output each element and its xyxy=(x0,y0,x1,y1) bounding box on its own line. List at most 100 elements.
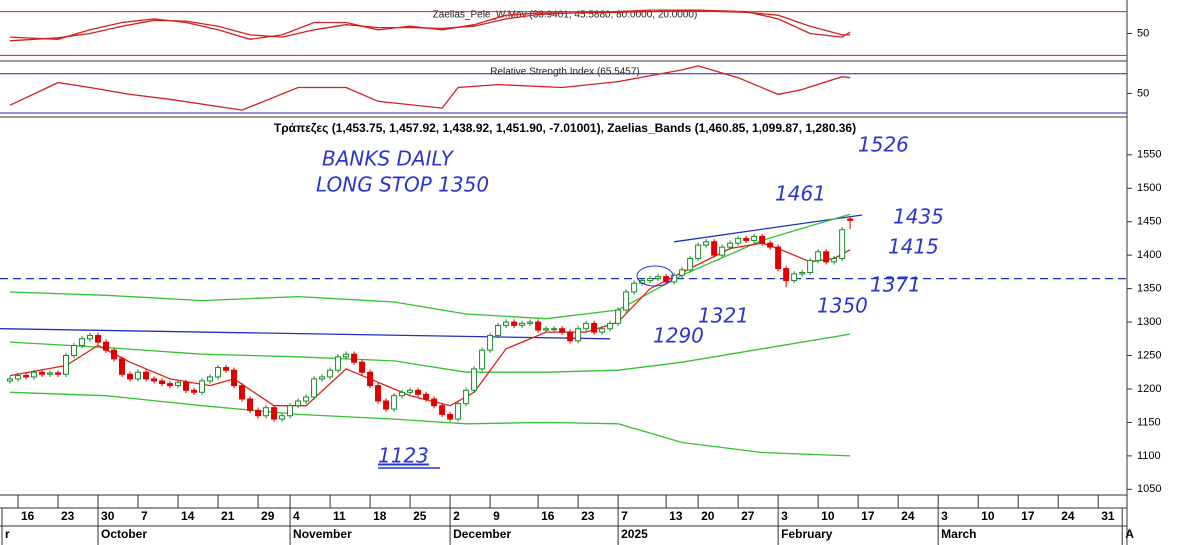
x-tick-label: 11 xyxy=(333,509,346,523)
candle-body xyxy=(791,273,798,282)
candle-body xyxy=(15,375,22,380)
candle-body xyxy=(335,356,342,371)
candle-body xyxy=(303,396,310,402)
candle-body xyxy=(543,328,550,331)
y-tick-label: 1150 xyxy=(1137,416,1161,428)
line xyxy=(9,213,851,320)
plot: 50 50 1050 1100 1150 1200 1250 1300 1350 1400 1450… xyxy=(0,9,1161,545)
candle-body xyxy=(479,349,486,370)
annotation: 1435 xyxy=(893,205,944,229)
x-tick-label: 2025 xyxy=(621,527,648,541)
x-tick-label: 23 xyxy=(61,509,75,523)
x-tick-label: October xyxy=(101,527,147,541)
candle-body xyxy=(111,349,118,360)
candle-body xyxy=(503,321,510,326)
y-tick-label: 1300 xyxy=(1137,316,1161,328)
candle-body xyxy=(695,244,702,259)
candle-body xyxy=(471,368,478,391)
candle-body xyxy=(447,413,454,420)
x-tick-label: March xyxy=(941,527,976,541)
candle-body xyxy=(367,371,374,387)
annotation: 1526 xyxy=(858,133,909,157)
candle-body xyxy=(287,405,294,417)
candle-body xyxy=(527,321,534,324)
candle-body xyxy=(231,369,238,387)
candle-body xyxy=(167,383,174,387)
candle-body xyxy=(423,393,430,400)
candle-body xyxy=(391,395,398,410)
x-tick-label: 3 xyxy=(781,509,788,523)
x-tick-label: 18 xyxy=(373,509,387,523)
x-tick-label: 31 xyxy=(1101,509,1115,523)
candle-body xyxy=(327,369,334,378)
x-tick-label: 30 xyxy=(101,509,115,523)
x-tick-label: 20 xyxy=(701,509,715,523)
x-tick-label: 24 xyxy=(1061,509,1075,523)
candle-body xyxy=(575,328,582,342)
candle-body xyxy=(463,389,470,405)
candle-body xyxy=(559,328,566,333)
line xyxy=(9,391,851,457)
x-tick-label: 24 xyxy=(901,509,915,523)
candle-body xyxy=(775,246,782,270)
candle-body xyxy=(567,331,574,342)
candle-body xyxy=(239,385,246,400)
x-tick-label: November xyxy=(293,527,352,541)
candle-body xyxy=(767,242,774,248)
candle-body xyxy=(431,398,438,407)
candle-body xyxy=(407,389,414,393)
x-tick-label: 3 xyxy=(941,509,948,523)
line xyxy=(9,333,851,373)
candle-body xyxy=(175,381,182,387)
candle-body xyxy=(343,353,350,358)
annotation: 1123 xyxy=(378,444,429,468)
candle-body xyxy=(71,344,78,357)
candle-body xyxy=(183,381,190,391)
y-tick-label: 1400 xyxy=(1137,249,1161,261)
candle-body xyxy=(103,341,110,351)
x-tick-label: 13 xyxy=(669,509,683,523)
line xyxy=(9,242,851,407)
candle-body xyxy=(143,371,150,380)
candle-body xyxy=(55,372,62,375)
candle-body xyxy=(591,322,598,333)
candle-body xyxy=(783,268,790,282)
candle-body xyxy=(47,372,54,375)
candle-body xyxy=(151,378,158,382)
candle-body xyxy=(415,389,422,395)
annotation: 1290 xyxy=(653,324,704,348)
candle-body xyxy=(687,257,694,271)
candle-body xyxy=(191,389,198,393)
candle-body xyxy=(583,322,590,330)
y-tick-label: 1050 xyxy=(1137,483,1161,495)
candle-body xyxy=(247,398,254,411)
y-tick-label: 1450 xyxy=(1137,216,1161,228)
panel-title: Relative Strength Index (65.5457) xyxy=(490,67,640,78)
candle-body xyxy=(31,371,38,378)
candle-body xyxy=(223,367,230,371)
y-tick-label: 1500 xyxy=(1137,182,1161,194)
x-tick-label: 23 xyxy=(581,509,595,523)
candle-body xyxy=(799,272,806,275)
candle-body xyxy=(511,321,518,326)
candle-body xyxy=(599,328,606,333)
candle-body xyxy=(607,322,614,330)
candle-body xyxy=(295,400,302,407)
candle-body xyxy=(159,380,166,385)
x-tick-label: 2 xyxy=(453,509,460,523)
x-tick-label: December xyxy=(453,527,511,541)
candle-body xyxy=(79,338,86,346)
line xyxy=(0,328,611,340)
candle-body xyxy=(535,321,542,331)
candle-body xyxy=(847,218,854,221)
candle-body xyxy=(23,375,30,378)
annotation: LONG STOP 1350 xyxy=(316,173,489,197)
candle-body xyxy=(271,407,278,420)
candle-body xyxy=(671,274,678,283)
candle-body xyxy=(831,257,838,263)
x-tick-label: 4 xyxy=(293,509,300,523)
candle-body xyxy=(679,269,686,276)
y-tick-label: 1250 xyxy=(1137,349,1161,361)
line xyxy=(9,10,851,42)
